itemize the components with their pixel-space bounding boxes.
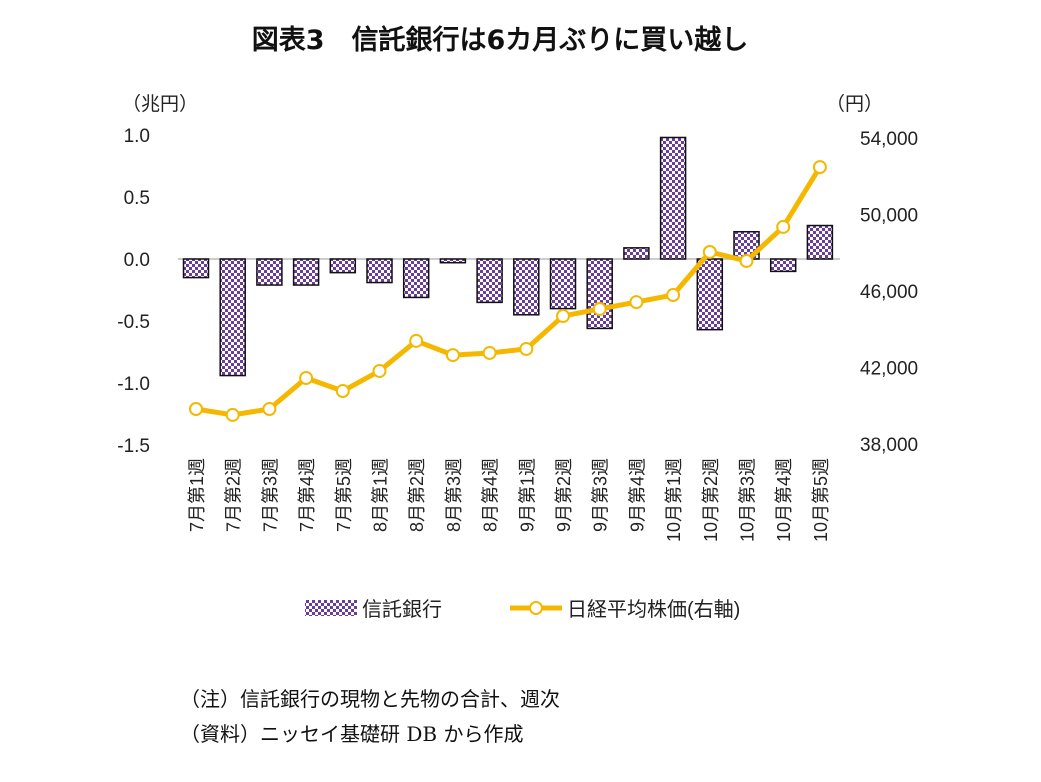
bar	[439, 258, 467, 264]
bar	[769, 258, 797, 273]
right-axis-unit: （円）	[826, 93, 883, 115]
x-tick-label: 7月第4週	[297, 458, 317, 532]
line-point	[409, 333, 424, 348]
left-tick-label: -1.0	[117, 374, 150, 395]
bar	[659, 136, 687, 260]
line-point	[666, 288, 681, 303]
line-point	[776, 219, 791, 234]
line-point	[445, 348, 460, 363]
left-tick-label: -1.5	[117, 436, 150, 457]
x-tick-label: 7月第2週	[224, 458, 244, 532]
line-point	[556, 309, 570, 324]
x-tick-label: 9月第4週	[627, 458, 647, 532]
legend-bar-swatch	[305, 600, 357, 616]
source-text: （資料）ニッセイ基礎研 DB から作成	[180, 722, 524, 746]
line-point	[299, 371, 314, 386]
nikkei-line	[195, 165, 823, 418]
line-point	[629, 295, 644, 310]
bar	[696, 258, 724, 331]
line-point	[812, 160, 827, 175]
bar	[182, 258, 210, 279]
bar	[623, 247, 650, 260]
x-tick-label: 7月第1週	[187, 458, 207, 532]
x-tick-label: 8月第3週	[444, 458, 464, 532]
x-tick-label: 7月第3週	[260, 458, 280, 532]
x-tick-label: 8月第4週	[481, 458, 501, 532]
bar	[549, 258, 577, 310]
left-tick-label: 0.0	[124, 250, 150, 271]
right-tick-label: 38,000	[860, 435, 918, 456]
x-tick-label: 10月第3週	[738, 458, 758, 542]
bar	[476, 258, 503, 304]
bar	[219, 258, 246, 377]
note-text: （注）信託銀行の現物と先物の合計、週次	[180, 687, 560, 711]
x-tick-label: 7月第5週	[334, 458, 354, 532]
left-tick-label: -0.5	[117, 312, 150, 333]
x-tick-label: 8月第1週	[371, 458, 391, 532]
legend-label: 日経平均株価(右軸)	[567, 598, 740, 621]
bar	[256, 258, 283, 286]
x-tick-label: 9月第1週	[517, 458, 537, 532]
line-point	[225, 407, 240, 422]
line-point	[372, 363, 387, 378]
line-point	[189, 402, 203, 417]
legend-label: 信託銀行	[362, 598, 442, 621]
right-tick-label: 42,000	[860, 359, 918, 380]
chart-svg: （兆円） （円） 1.0 0.5 0.0 -0.5 -1.0 -1.5 54,000 50,0…	[117, 93, 918, 621]
chart-title: 図表3 信託銀行は6カ月ぶりに買い越し	[251, 25, 749, 56]
bar	[292, 258, 320, 286]
line-point	[519, 341, 534, 356]
x-tick-label: 8月第2週	[407, 458, 427, 532]
bar	[402, 258, 430, 299]
left-tick-label: 1.0	[124, 126, 150, 147]
left-tick-label: 0.5	[124, 188, 150, 209]
line-point	[262, 402, 277, 417]
line-point	[702, 244, 717, 259]
right-tick-label: 50,000	[860, 206, 918, 227]
bar	[806, 224, 834, 260]
line-point	[592, 301, 607, 316]
bar	[329, 258, 357, 274]
x-tick-label: 10月第2週	[701, 458, 721, 542]
x-tick-label: 10月第1週	[664, 458, 684, 542]
line-point	[335, 384, 350, 399]
bar	[586, 258, 613, 330]
bar	[513, 258, 540, 316]
right-tick-label: 54,000	[860, 129, 918, 150]
legend-line-marker	[529, 601, 543, 615]
line-point	[482, 345, 497, 360]
x-tick-label: 9月第3週	[591, 458, 611, 532]
x-tick-label: 10月第4週	[774, 458, 794, 542]
x-tick-label: 10月第5週	[811, 458, 831, 542]
right-tick-label: 46,000	[860, 282, 918, 303]
left-axis-unit: （兆円）	[122, 93, 198, 115]
bar	[366, 258, 393, 284]
line-point	[739, 253, 754, 268]
x-tick-label: 9月第2週	[554, 458, 574, 532]
